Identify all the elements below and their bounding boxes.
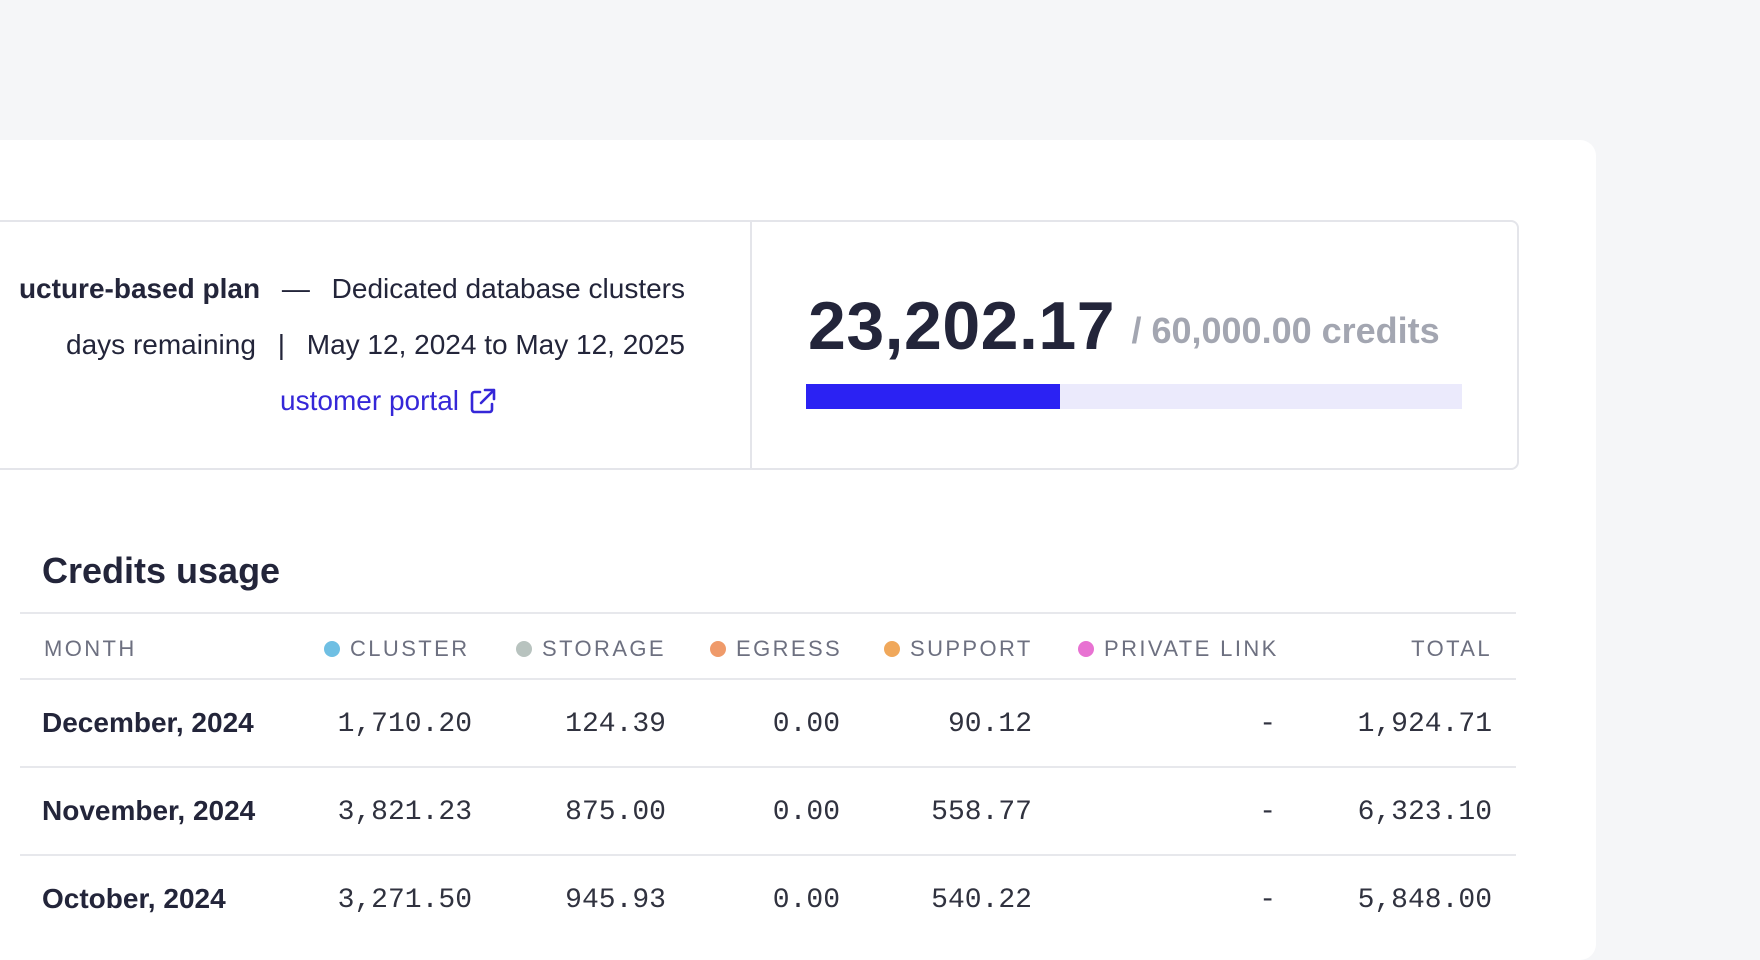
- egress-cell: 0.00: [772, 797, 840, 828]
- plan-name: ucture-based plan: [18, 273, 261, 304]
- support-cell: 540.22: [931, 885, 1032, 916]
- private-link-column-header: PRIVATE LINK: [1078, 636, 1279, 662]
- table-header-row: MONTH CLUSTER STORAGE EGRESS SUPPORT PRI…: [20, 612, 1516, 678]
- table-row: November, 2024 3,821.23 875.00 0.00 558.…: [20, 766, 1516, 854]
- private-link-cell: -: [1259, 797, 1276, 828]
- storage-header-label: STORAGE: [542, 636, 666, 661]
- month-cell: October, 2024: [42, 883, 226, 914]
- credits-used-summary: 23,202.17 / 60,000.00 credits: [808, 286, 1440, 366]
- plan-summary-panel: ucture-based plan — Dedicated database c…: [0, 220, 1519, 470]
- cluster-header-label: CLUSTER: [350, 636, 470, 661]
- plan-name-line: ucture-based plan — Dedicated database c…: [19, 272, 685, 306]
- support-column-header: SUPPORT: [884, 636, 1033, 662]
- total-header-label: TOTAL: [1411, 636, 1492, 661]
- external-link-icon: [469, 387, 497, 415]
- total-cell: 5,848.00: [1357, 885, 1492, 916]
- days-remaining-label: days remaining: [66, 329, 256, 360]
- customer-portal-link[interactable]: ustomer portal: [280, 384, 497, 418]
- support-header-label: SUPPORT: [910, 636, 1033, 661]
- private-link-cell: -: [1259, 885, 1276, 916]
- storage-cell: 875.00: [565, 797, 666, 828]
- month-header-label: MONTH: [44, 636, 137, 661]
- credits-progress-bar: [806, 384, 1462, 409]
- plan-date-range: May 12, 2024 to May 12, 2025: [306, 329, 685, 360]
- cluster-color-dot: [324, 641, 340, 657]
- egress-header-label: EGRESS: [736, 636, 843, 661]
- table-row: December, 2024 1,710.20 124.39 0.00 90.1…: [20, 678, 1516, 766]
- plan-period-line: days remaining | May 12, 2024 to May 12,…: [66, 328, 685, 362]
- cluster-cell: 3,821.23: [337, 797, 472, 828]
- month-column-header: MONTH: [44, 636, 137, 662]
- period-separator: |: [277, 329, 285, 360]
- credits-usage-table: MONTH CLUSTER STORAGE EGRESS SUPPORT PRI…: [20, 612, 1516, 942]
- total-cell: 1,924.71: [1357, 709, 1492, 740]
- plan-name-separator: —: [281, 273, 310, 304]
- credits-total-value: / 60,000.00 credits: [1131, 310, 1440, 351]
- summary-divider: [750, 222, 752, 468]
- private-link-cell: -: [1259, 709, 1276, 740]
- credits-usage-title: Credits usage: [42, 549, 281, 591]
- storage-column-header: STORAGE: [516, 636, 666, 662]
- customer-portal-label: ustomer portal: [280, 385, 459, 416]
- egress-cell: 0.00: [772, 885, 840, 916]
- month-cell: December, 2024: [42, 707, 254, 738]
- cluster-cell: 1,710.20: [337, 709, 472, 740]
- support-cell: 90.12: [947, 709, 1032, 740]
- support-color-dot: [884, 641, 900, 657]
- support-cell: 558.77: [931, 797, 1032, 828]
- storage-cell: 945.93: [565, 885, 666, 916]
- table-row: October, 2024 3,271.50 945.93 0.00 540.2…: [20, 854, 1516, 942]
- credits-used-value: 23,202.17: [808, 288, 1116, 364]
- cluster-cell: 3,271.50: [337, 885, 472, 916]
- cluster-column-header: CLUSTER: [324, 636, 470, 662]
- month-cell: November, 2024: [42, 795, 256, 826]
- private-link-color-dot: [1078, 641, 1094, 657]
- total-cell: 6,323.10: [1357, 797, 1492, 828]
- total-column-header: TOTAL: [1411, 636, 1492, 662]
- storage-color-dot: [516, 641, 532, 657]
- egress-cell: 0.00: [772, 709, 840, 740]
- plan-description: Dedicated database clusters: [331, 273, 685, 304]
- egress-column-header: EGRESS: [710, 636, 842, 662]
- private-link-header-label: PRIVATE LINK: [1104, 636, 1279, 661]
- storage-cell: 124.39: [565, 709, 666, 740]
- egress-color-dot: [710, 641, 726, 657]
- credits-progress-fill: [806, 384, 1060, 409]
